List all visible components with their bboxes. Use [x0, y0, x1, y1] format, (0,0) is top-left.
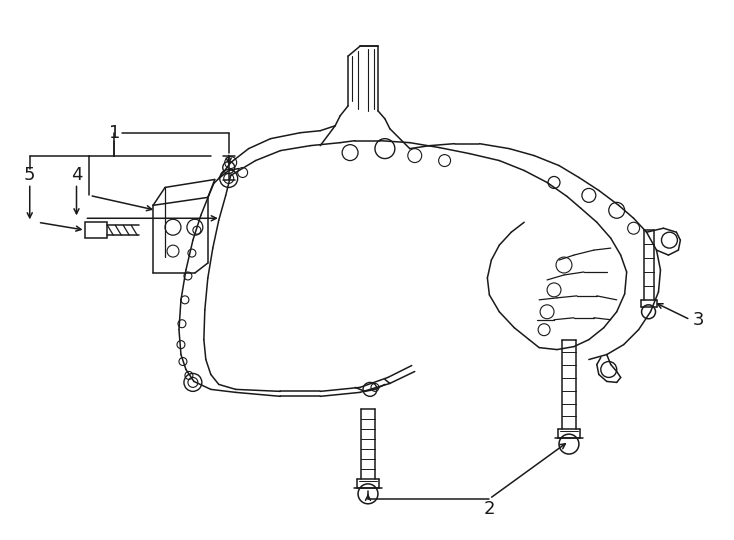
- Text: 3: 3: [693, 310, 704, 329]
- Text: 4: 4: [70, 166, 82, 185]
- Text: 5: 5: [24, 166, 35, 185]
- Text: 1: 1: [109, 124, 120, 141]
- Text: 2: 2: [484, 500, 495, 518]
